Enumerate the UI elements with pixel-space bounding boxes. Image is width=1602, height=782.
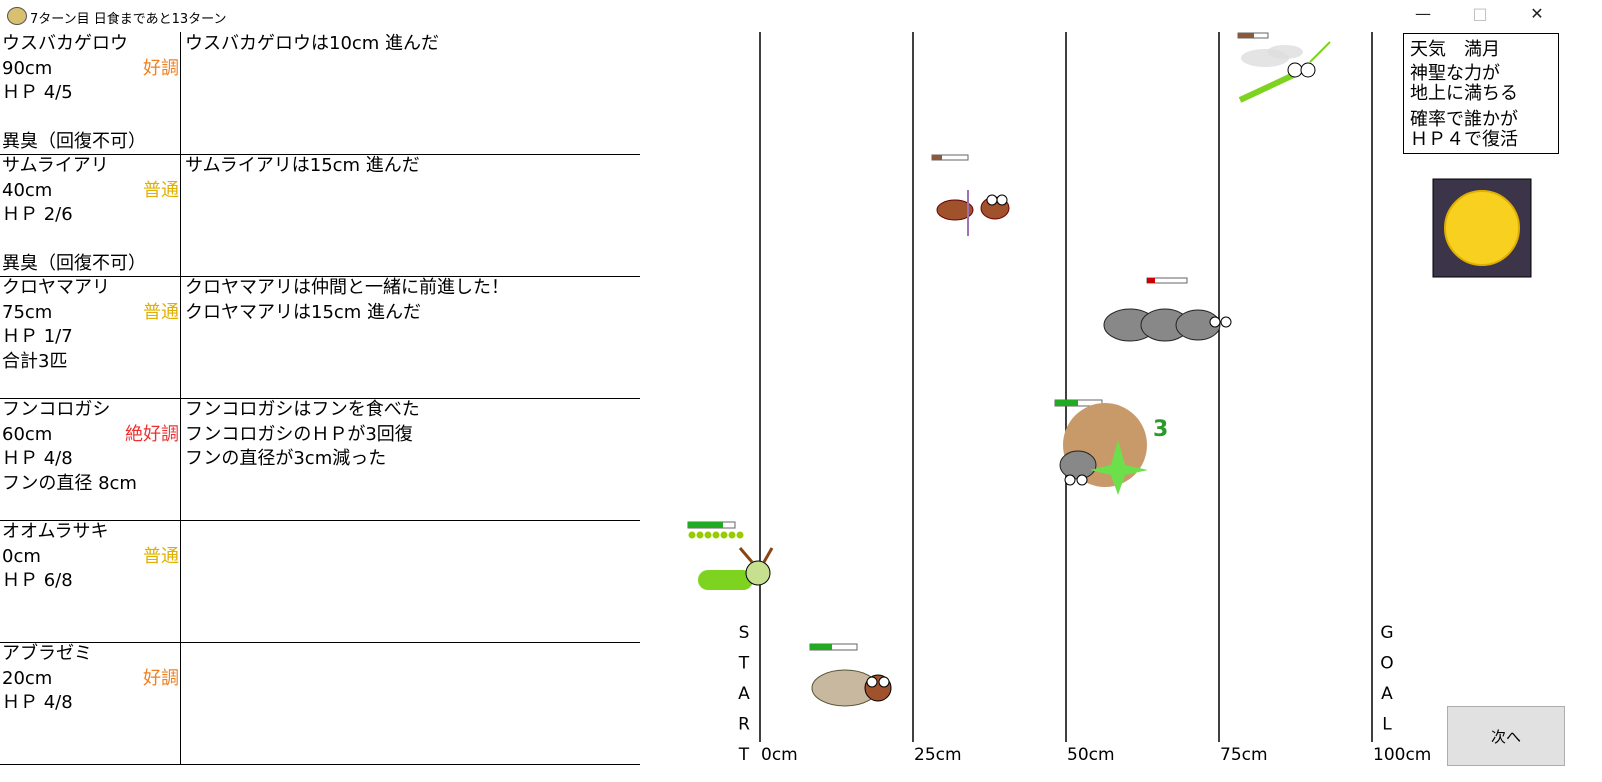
insect-hp: ＨＰ 4/8 — [2, 692, 73, 713]
start-letter: R — [738, 715, 750, 735]
insect-hp: ＨＰ 2/6 — [2, 204, 73, 225]
cicada-sprite — [809, 643, 892, 707]
title-bar: 7ターン目 日食まであと13ターン — □ ✕ — [0, 0, 1602, 32]
start-letter: T — [738, 654, 750, 674]
app-icon — [7, 7, 27, 25]
insect-hp: ＨＰ 4/8 — [2, 448, 73, 469]
log-line: ウスバカゲロウは10cm 進んだ — [185, 33, 440, 54]
weather-line: ＨＰ４で復活 — [1410, 129, 1518, 150]
close-button[interactable]: ✕ — [1530, 4, 1544, 23]
goal-letter: O — [1380, 654, 1393, 674]
insect-info: クロヤマアリ 75cm 普通 ＨＰ 1/7 合計3匹 — [2, 276, 181, 398]
log-line: クロヤマアリは仲間と一緒に前進した！ — [185, 277, 509, 298]
insect-row: ウスバカゲロウ 90cm 好調 ＨＰ 4/5 異臭（回復不可） ウスバカゲロウは10cm … — [0, 32, 640, 155]
insect-distance: 20cm — [2, 667, 53, 689]
insect-row: サムライアリ 40cm 普通 ＨＰ 2/6 異臭（回復不可） サムライアリは15cm 進ん… — [0, 154, 640, 277]
insect-row: アブラゼミ 20cm 好調 ＨＰ 4/8 — [0, 642, 640, 765]
caterpillar-sprite — [687, 521, 774, 590]
insect-condition: 普通 — [143, 179, 179, 201]
log-line: フンの直径が3cm減った — [185, 448, 387, 469]
distance-label: 0cm — [761, 745, 798, 765]
insect-row: クロヤマアリ 75cm 普通 ＨＰ 1/7 合計3匹 クロヤマアリは仲間と一緒に前進した！… — [0, 276, 640, 399]
insect-row: オオムラサキ 0cm 普通 ＨＰ 6/8 — [0, 520, 640, 643]
insect-info: アブラゼミ 20cm 好調 ＨＰ 4/8 — [2, 642, 181, 764]
insect-name: フンコロガシ — [2, 399, 111, 420]
insect-name: ウスバカゲロウ — [2, 33, 128, 54]
weather-line: 確率で誰かが — [1410, 109, 1518, 130]
insect-hp: ＨＰ 4/5 — [2, 82, 73, 103]
start-letter: A — [738, 684, 750, 704]
goal-letter: G — [1380, 623, 1393, 643]
insect-distance: 90cm — [2, 57, 53, 79]
insect-name: アブラゼミ — [2, 643, 92, 664]
log-line: フンコロガシのＨＰが3回復 — [185, 423, 413, 445]
insect-row: フンコロガシ 60cm 絶好調 ＨＰ 4/8 フンの直径 8cm フンコロガシはフンを食べ… — [0, 398, 640, 521]
insect-distance: 40cm — [2, 179, 53, 201]
effect-count: 3 — [1153, 417, 1168, 442]
goal-letter: A — [1381, 684, 1393, 704]
insect-name: オオムラサキ — [2, 521, 109, 542]
insect-condition: 好調 — [143, 57, 179, 79]
insect-ailment: 異臭（回復不可） — [2, 131, 146, 152]
insect-info: サムライアリ 40cm 普通 ＨＰ 2/6 異臭（回復不可） — [2, 154, 181, 276]
insect-distance: 75cm — [2, 301, 53, 323]
maximize-button[interactable]: □ — [1472, 4, 1488, 23]
log-line: フンコロガシはフンを食べた — [185, 399, 420, 420]
samurai-ant-sprite — [931, 154, 1010, 236]
dragonfly-sprite — [1237, 32, 1331, 103]
insect-name: サムライアリ — [2, 155, 109, 176]
insect-status: フンの直径 8cm — [2, 472, 137, 494]
weather-line: 地上に満ちる — [1410, 83, 1518, 104]
insect-info: オオムラサキ 0cm 普通 ＨＰ 6/8 — [2, 520, 181, 642]
start-letter: S — [739, 623, 750, 643]
log-line: クロヤマアリは15cm 進んだ — [185, 301, 422, 323]
goal-letter: L — [1382, 715, 1392, 735]
insect-condition: 絶好調 — [125, 423, 179, 445]
dung-beetle-sprite: 3 — [1054, 399, 1168, 495]
action-log: クロヤマアリは仲間と一緒に前進した！ クロヤマアリは15cm 進んだ — [185, 276, 635, 325]
weather-line: 神聖な力が — [1410, 63, 1500, 84]
insect-ailment: 異臭（回復不可） — [2, 253, 146, 274]
action-log: ウスバカゲロウは10cm 進んだ — [185, 32, 635, 57]
full-moon — [1444, 190, 1520, 266]
next-button[interactable]: 次へ — [1447, 706, 1565, 766]
action-log: フンコロガシはフンを食べた フンコロガシのＨＰが3回復 フンの直径が3cm減った — [185, 398, 635, 472]
insect-condition: 普通 — [143, 545, 179, 567]
insect-info: ウスバカゲロウ 90cm 好調 ＨＰ 4/5 異臭（回復不可） — [2, 32, 181, 154]
action-log: サムライアリは15cm 進んだ — [185, 154, 635, 179]
distance-label: 25cm — [914, 745, 962, 765]
insect-info: フンコロガシ 60cm 絶好調 ＨＰ 4/8 フンの直径 8cm — [2, 398, 181, 520]
log-line: サムライアリは15cm 進んだ — [185, 155, 420, 176]
distance-label: 75cm — [1220, 745, 1268, 765]
insect-condition: 好調 — [143, 667, 179, 689]
window-title: 7ターン目 日食まであと13ターン — [30, 12, 227, 27]
minimize-button[interactable]: — — [1415, 4, 1431, 23]
start-letter: T — [738, 745, 750, 765]
distance-label: 100cm — [1373, 745, 1431, 765]
weather-panel: 天気 満月 神聖な力が 地上に満ちる 確率で誰かが ＨＰ４で復活 — [1403, 33, 1559, 154]
insect-distance: 0cm — [2, 545, 41, 567]
insect-condition: 普通 — [143, 301, 179, 323]
insect-name: クロヤマアリ — [2, 277, 110, 298]
insect-hp: ＨＰ 1/7 — [2, 326, 73, 347]
insect-status: 合計3匹 — [2, 350, 68, 372]
insect-hp: ＨＰ 6/8 — [2, 570, 73, 591]
black-ants-sprite — [1103, 277, 1232, 342]
insect-distance: 60cm — [2, 423, 53, 445]
weather-title: 天気 満月 — [1410, 39, 1500, 60]
distance-label: 50cm — [1067, 745, 1115, 765]
